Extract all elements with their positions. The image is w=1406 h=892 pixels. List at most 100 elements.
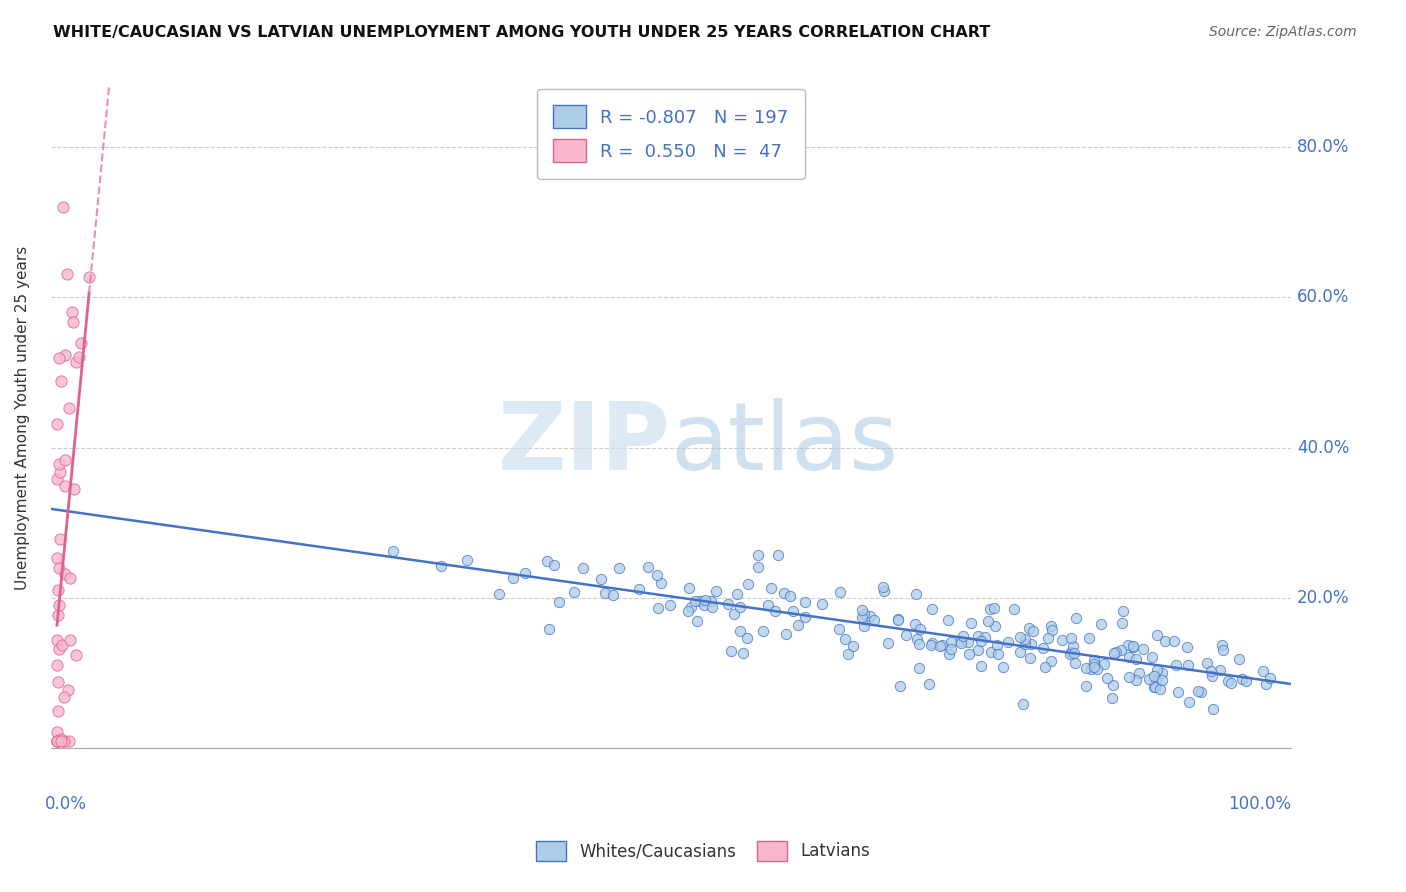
Text: 20.0%: 20.0% — [1298, 589, 1350, 607]
Point — [1060, 632, 1083, 646]
Point — [1040, 619, 1063, 633]
Text: ZIP: ZIP — [498, 398, 671, 490]
Point — [693, 592, 716, 607]
Point — [456, 552, 478, 566]
Point — [1175, 640, 1198, 655]
Point — [853, 619, 876, 633]
Point — [737, 631, 759, 645]
Point — [1064, 656, 1087, 670]
Point — [693, 599, 716, 613]
Point — [1014, 632, 1036, 646]
Point — [731, 646, 754, 660]
Point — [966, 643, 988, 657]
Point — [1137, 673, 1160, 687]
Point — [1256, 677, 1278, 691]
Point — [1199, 664, 1222, 678]
Point — [887, 612, 910, 626]
Point — [704, 583, 727, 598]
Point — [1095, 671, 1118, 685]
Point — [46, 734, 69, 748]
Point — [647, 600, 669, 615]
Point — [723, 607, 745, 621]
Point — [1080, 662, 1102, 676]
Point — [1143, 680, 1166, 694]
Point — [65, 648, 87, 662]
Point — [759, 581, 782, 595]
Point — [1164, 658, 1187, 673]
Point — [686, 614, 709, 628]
Point — [48, 704, 70, 718]
Point — [46, 734, 69, 748]
Point — [828, 622, 851, 636]
Point — [904, 616, 927, 631]
Point — [1019, 650, 1042, 665]
Point — [1010, 631, 1032, 645]
Point — [1125, 651, 1147, 665]
Point — [837, 647, 859, 661]
Point — [910, 622, 932, 636]
Legend: R = -0.807   N = 197, R =  0.550   N =  47: R = -0.807 N = 197, R = 0.550 N = 47 — [537, 89, 804, 178]
Point — [681, 600, 703, 615]
Point — [931, 638, 953, 652]
Point — [1052, 633, 1074, 648]
Point — [921, 601, 943, 615]
Point — [56, 268, 79, 282]
Point — [1152, 673, 1174, 688]
Point — [60, 305, 83, 319]
Point — [1085, 662, 1108, 676]
Point — [779, 589, 801, 603]
Point — [46, 734, 69, 748]
Point — [1102, 646, 1125, 660]
Point — [793, 609, 815, 624]
Point — [62, 315, 84, 329]
Point — [48, 457, 70, 471]
Point — [794, 595, 817, 609]
Point — [1187, 683, 1209, 698]
Point — [967, 629, 990, 643]
Point — [1116, 638, 1139, 652]
Point — [720, 644, 742, 658]
Point — [908, 661, 931, 675]
Point — [1105, 645, 1128, 659]
Point — [887, 614, 910, 628]
Point — [851, 609, 873, 624]
Point — [1149, 681, 1171, 696]
Point — [959, 615, 981, 630]
Point — [51, 374, 73, 388]
Point — [48, 560, 70, 574]
Point — [956, 635, 979, 649]
Point — [1076, 661, 1098, 675]
Point — [1002, 602, 1025, 616]
Point — [52, 200, 75, 214]
Point — [49, 466, 72, 480]
Point — [1197, 656, 1219, 670]
Point — [851, 602, 873, 616]
Point — [766, 548, 789, 562]
Point — [725, 586, 748, 600]
Point — [1146, 663, 1168, 677]
Point — [1083, 657, 1105, 671]
Point — [928, 640, 950, 654]
Point — [1059, 647, 1081, 661]
Point — [859, 609, 882, 624]
Point — [502, 571, 524, 585]
Point — [1132, 642, 1154, 657]
Point — [877, 636, 900, 650]
Point — [1039, 654, 1062, 668]
Text: 60.0%: 60.0% — [1298, 288, 1350, 306]
Point — [700, 593, 723, 607]
Point — [1220, 675, 1243, 690]
Point — [1109, 642, 1132, 657]
Point — [1209, 663, 1232, 677]
Point — [49, 533, 72, 547]
Point — [1177, 657, 1199, 672]
Point — [1022, 624, 1045, 638]
Point — [627, 582, 650, 597]
Point — [51, 638, 73, 652]
Point — [689, 594, 711, 608]
Point — [1118, 649, 1140, 664]
Text: 80.0%: 80.0% — [1298, 137, 1350, 155]
Point — [977, 615, 1000, 629]
Point — [873, 583, 896, 598]
Point — [1143, 680, 1166, 694]
